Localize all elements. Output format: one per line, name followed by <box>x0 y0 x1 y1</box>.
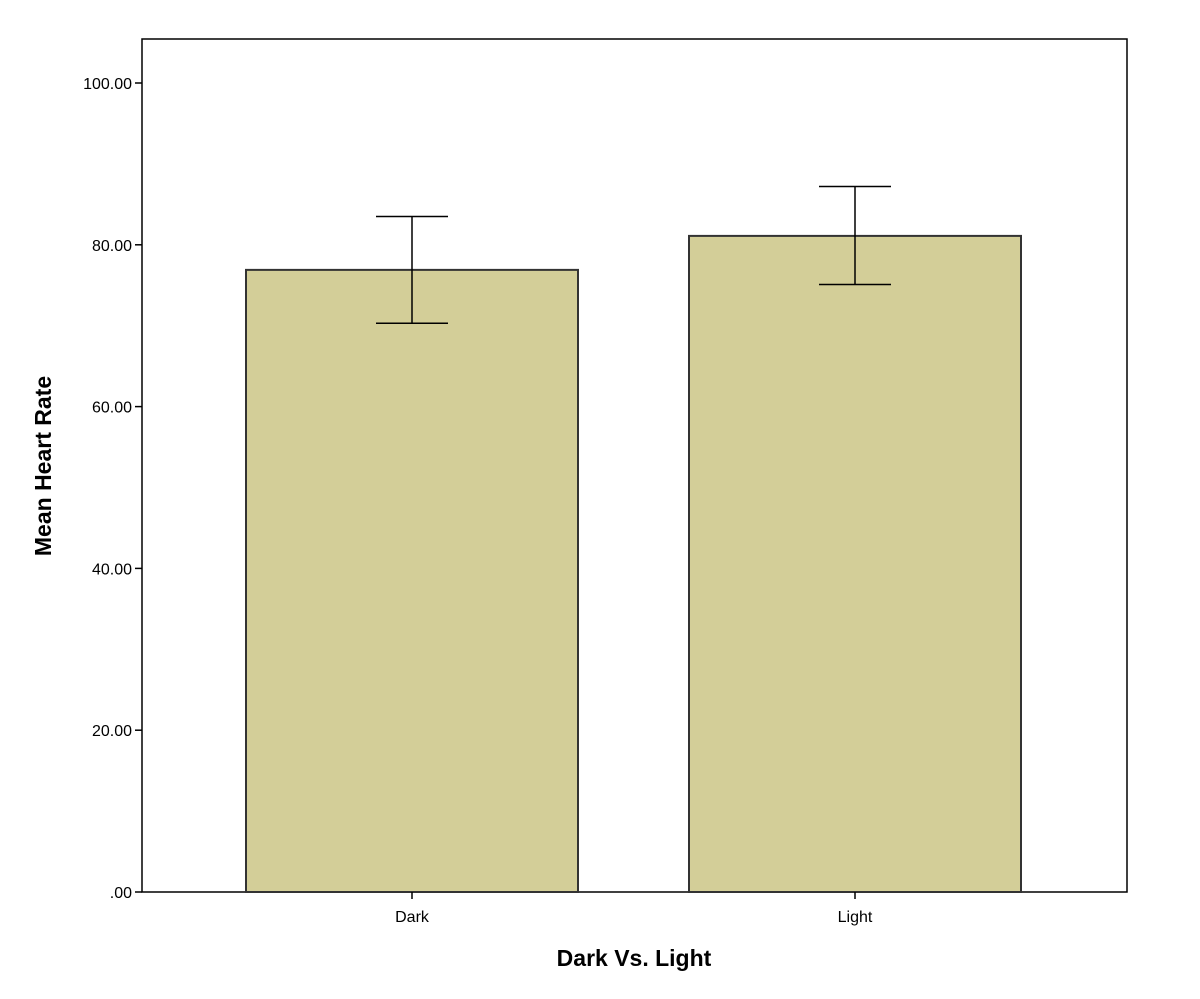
y-axis: .00 20.00 40.00 60.00 80.00 100.00 <box>83 76 142 902</box>
y-tick-label-1: 20.00 <box>92 723 132 740</box>
x-tick-label-light: Light <box>838 909 873 926</box>
error-bars-group <box>376 185 891 325</box>
y-tick-label-0: .00 <box>110 885 132 902</box>
y-tick-label-4: 80.00 <box>92 238 132 255</box>
y-tick-label-3: 60.00 <box>92 400 132 417</box>
bar-light <box>688 234 1022 893</box>
y-tick-label-5: 100.00 <box>83 76 132 93</box>
y-axis-title: Mean Heart Rate <box>30 376 56 556</box>
x-axis: Dark Light <box>395 892 873 926</box>
bar-dark <box>245 268 579 893</box>
x-tick-label-dark: Dark <box>395 909 430 926</box>
x-axis-title: Dark Vs. Light <box>557 945 712 971</box>
y-tick-label-2: 40.00 <box>92 561 132 578</box>
